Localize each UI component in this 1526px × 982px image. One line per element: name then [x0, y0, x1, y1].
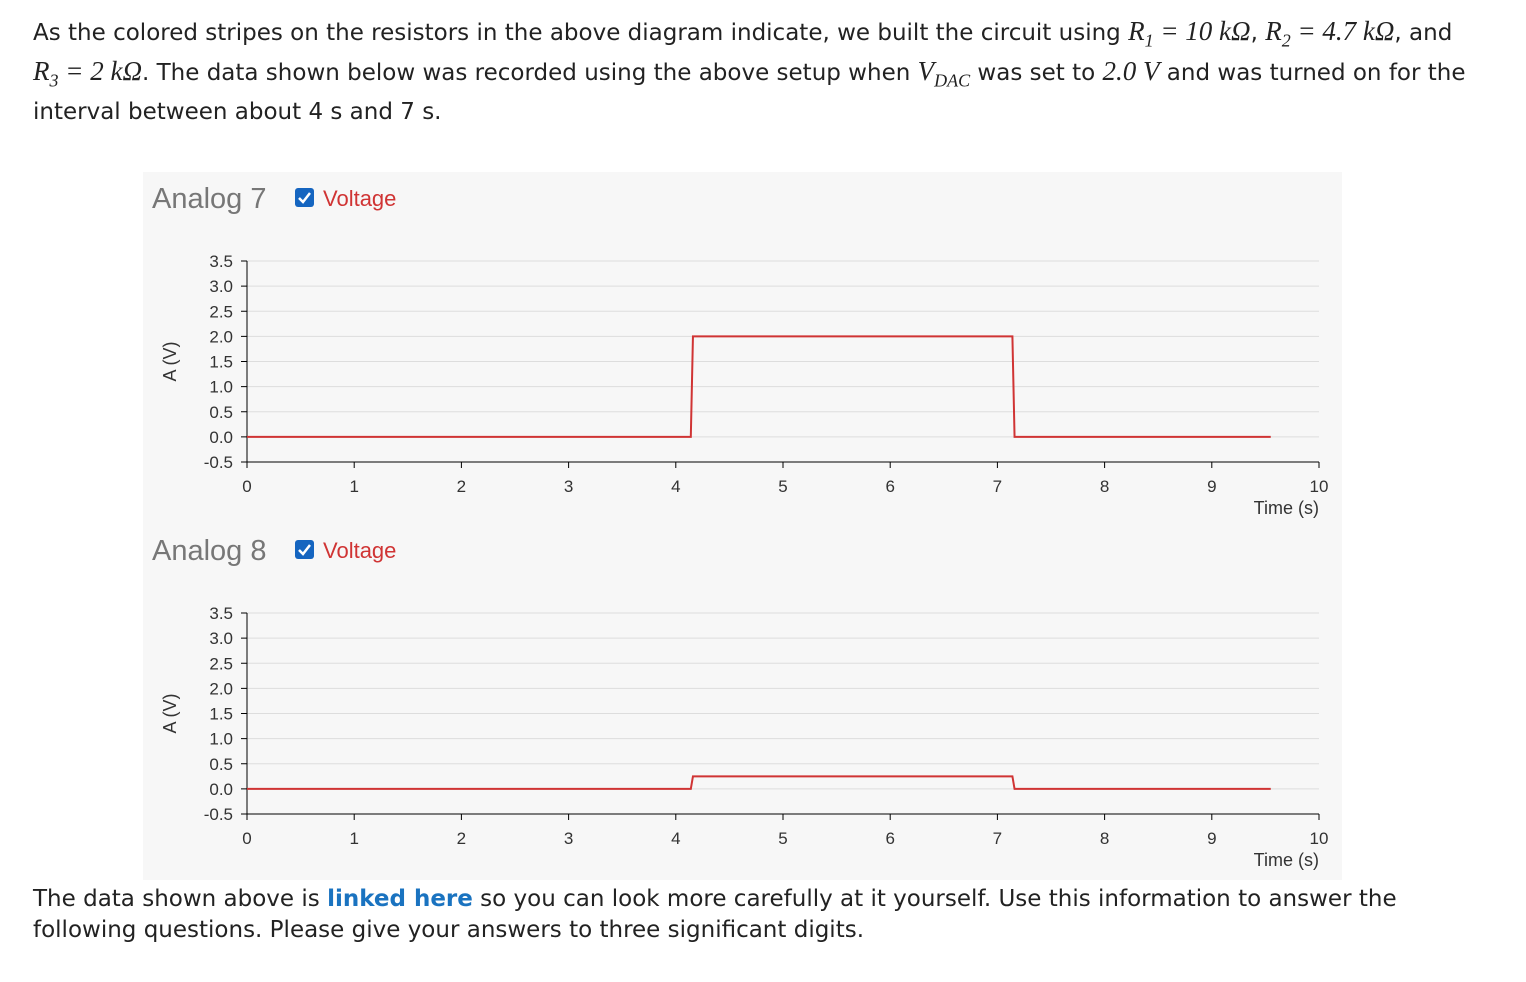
x-tick-label: 6	[885, 477, 894, 496]
text: . The data shown below was recorded usin…	[141, 60, 918, 87]
x-tick-label: 5	[778, 829, 787, 848]
x-tick-label: 2	[457, 477, 466, 496]
math-symbol: R	[1265, 16, 1282, 46]
y-tick-label: 0.5	[209, 755, 233, 774]
math-rest: = 4.7 kΩ	[1290, 16, 1395, 46]
y-tick-label: 0.5	[209, 403, 233, 422]
math-symbol: R	[1128, 16, 1145, 46]
y-tick-label: 1.0	[209, 730, 233, 749]
x-tick-label: 3	[564, 829, 573, 848]
legend-checkbox[interactable]	[295, 540, 314, 559]
data-line	[247, 775, 1271, 790]
x-tick-label: 8	[1100, 477, 1109, 496]
math-symbol: 2.0 V	[1102, 56, 1160, 87]
y-tick-label: 0.0	[209, 428, 233, 447]
y-axis-label: A (V)	[160, 341, 180, 381]
text: As the colored stripes on the resistors …	[33, 20, 1129, 46]
y-tick-label: 3.0	[209, 277, 233, 296]
legend-label: Voltage	[323, 538, 396, 563]
x-tick-label: 0	[242, 829, 251, 848]
math: R1 = 10 kΩ	[1128, 16, 1251, 50]
y-tick-label: 2.0	[209, 679, 233, 698]
y-tick-label: 3.5	[209, 604, 233, 623]
x-tick-label: 6	[885, 829, 894, 848]
checkmark	[298, 192, 311, 204]
y-tick-label: 3.5	[209, 252, 233, 271]
text: and was turned on for the interval betwe…	[33, 60, 1466, 125]
x-tick-label: 4	[671, 829, 680, 848]
data-line	[247, 335, 1271, 438]
math: R3 = 2 kΩ	[33, 56, 142, 90]
math-symbol: R	[33, 56, 50, 87]
chart-title: Analog 8	[152, 535, 267, 567]
data-link[interactable]: linked here	[327, 886, 473, 912]
y-axis-label: A (V)	[160, 693, 180, 733]
math-symbol: V	[917, 56, 935, 87]
x-tick-label: 3	[564, 477, 573, 496]
math: VDAC	[917, 56, 971, 90]
x-tick-label: 7	[993, 829, 1002, 848]
text: so you can look more carefully at it you…	[33, 886, 1397, 943]
text: was set to	[970, 60, 1103, 87]
x-axis-label: Time (s)	[1254, 498, 1319, 518]
text: ,	[1250, 20, 1266, 46]
y-tick-label: 2.5	[209, 302, 233, 321]
y-tick-label: 2.0	[209, 327, 233, 346]
math-subscript: DAC	[934, 70, 971, 91]
checkmark	[298, 544, 311, 556]
y-tick-label: 0.0	[209, 780, 233, 799]
x-tick-label: 7	[993, 477, 1002, 496]
math-subscript: 3	[49, 70, 59, 91]
intro-paragraph: As the colored stripes on the resistors …	[33, 16, 1473, 128]
math-subscript: 2	[1281, 30, 1291, 51]
outro-paragraph: The data shown above is linked here so y…	[33, 884, 1473, 946]
math-rest: = 2 kΩ	[58, 56, 142, 87]
x-tick-label: 1	[349, 829, 358, 848]
x-tick-label: 9	[1207, 829, 1216, 848]
y-tick-label: 1.5	[209, 353, 233, 372]
y-tick-label: 1.5	[209, 705, 233, 724]
math-subscript: 1	[1144, 30, 1154, 51]
y-tick-label: -0.5	[204, 453, 233, 472]
x-tick-label: 5	[778, 477, 787, 496]
text: The data shown above is	[33, 886, 328, 912]
chart-title: Analog 7	[152, 183, 267, 215]
legend-label: Voltage	[323, 186, 396, 211]
charts-panel: Analog 7 Voltage -0.5 0.0 0.5 1.0 1.5 2.0 2.5 3.0…	[143, 172, 1342, 880]
y-tick-label: -0.5	[204, 805, 233, 824]
math: R2 = 4.7 kΩ	[1265, 16, 1395, 50]
legend-checkbox[interactable]	[295, 188, 314, 207]
math-rest: = 10 kΩ	[1153, 16, 1251, 46]
x-tick-label: 10	[1310, 829, 1329, 848]
x-tick-label: 9	[1207, 477, 1216, 496]
x-tick-label: 4	[671, 477, 680, 496]
y-tick-label: 1.0	[209, 378, 233, 397]
x-tick-label: 8	[1100, 829, 1109, 848]
x-tick-label: 1	[349, 477, 358, 496]
x-axis-label: Time (s)	[1254, 850, 1319, 870]
math: 2.0 V	[1102, 56, 1159, 86]
y-tick-label: 3.0	[209, 629, 233, 648]
text: , and	[1394, 20, 1453, 46]
x-tick-label: 2	[457, 829, 466, 848]
y-tick-label: 2.5	[209, 654, 233, 673]
x-tick-label: 10	[1310, 477, 1329, 496]
x-tick-label: 0	[242, 477, 251, 496]
